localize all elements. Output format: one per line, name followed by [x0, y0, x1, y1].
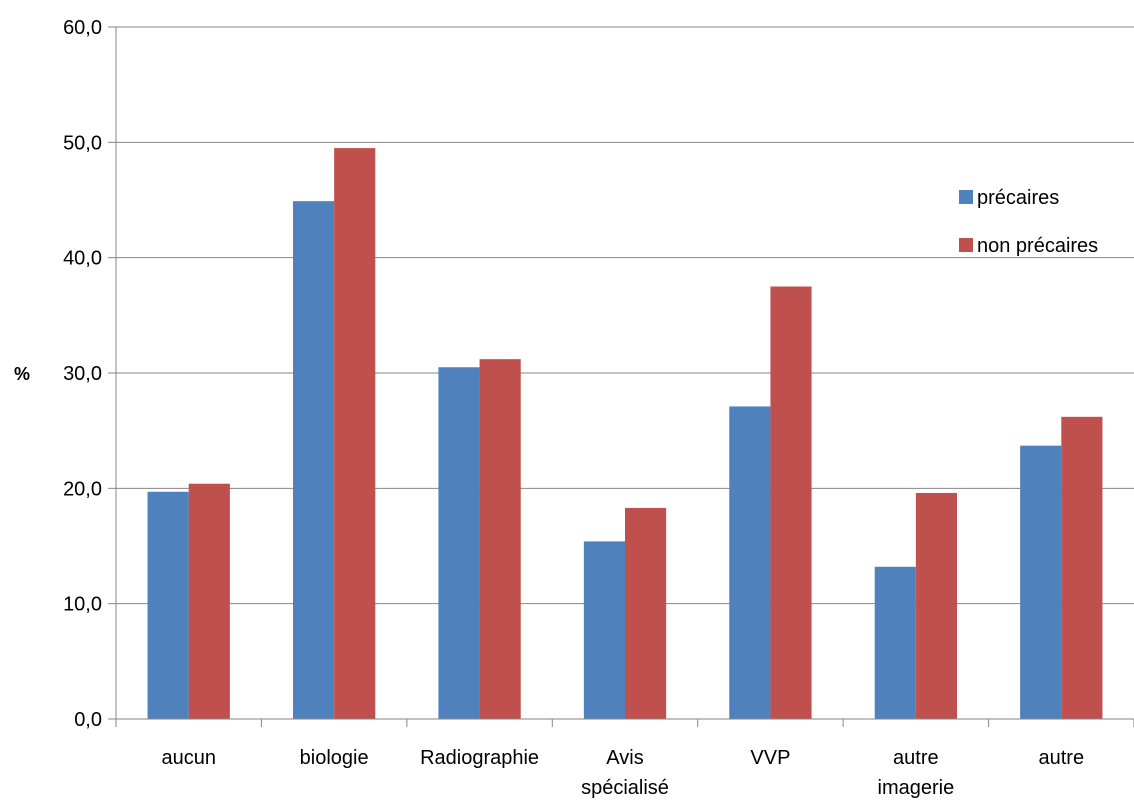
y-tick-label: 50,0	[63, 132, 102, 154]
x-tick-label: VVP	[750, 747, 790, 769]
bar	[188, 483, 230, 719]
x-tick-label: Radiographie	[420, 747, 539, 769]
bar	[479, 359, 521, 719]
bar	[1061, 416, 1103, 719]
y-tick-label: 40,0	[63, 248, 102, 270]
x-tick-label: autre	[1038, 747, 1084, 769]
legend-label: précaires	[977, 187, 1059, 209]
y-axis: 0,0 10,0 20,0 30,0 40,0 50,0 60,0	[63, 17, 117, 731]
y-axis-label: %	[14, 364, 30, 384]
x-tick-label: biologie	[300, 747, 369, 769]
bars	[147, 148, 1103, 720]
bar	[438, 367, 480, 719]
y-tick-label: 10,0	[63, 594, 102, 616]
x-tick-label: autre imagerie	[878, 747, 955, 799]
legend-swatch	[959, 238, 973, 252]
legend-swatch	[959, 190, 973, 204]
bar	[729, 406, 771, 719]
bar	[334, 148, 376, 720]
x-tick-label: Avis spécialisé	[581, 747, 669, 799]
bar	[770, 286, 812, 719]
y-tick-label: 20,0	[63, 478, 102, 500]
bar	[147, 491, 189, 719]
bar	[915, 492, 958, 719]
bar	[1020, 445, 1062, 719]
bar	[625, 507, 667, 719]
x-tick-label: aucun	[161, 747, 216, 769]
y-tick-label: 30,0	[63, 363, 102, 385]
bar	[292, 201, 335, 720]
bar	[874, 566, 916, 719]
legend: précaires non précaires	[959, 187, 1098, 257]
y-tick-label: 60,0	[63, 17, 102, 39]
bar	[583, 541, 625, 719]
legend-label: non précaires	[977, 235, 1098, 257]
x-axis: aucun biologie Radiographie Avis spécialisé V…	[115, 718, 1134, 799]
gridlines	[116, 26, 1134, 605]
y-tick-label: 0,0	[74, 709, 102, 731]
